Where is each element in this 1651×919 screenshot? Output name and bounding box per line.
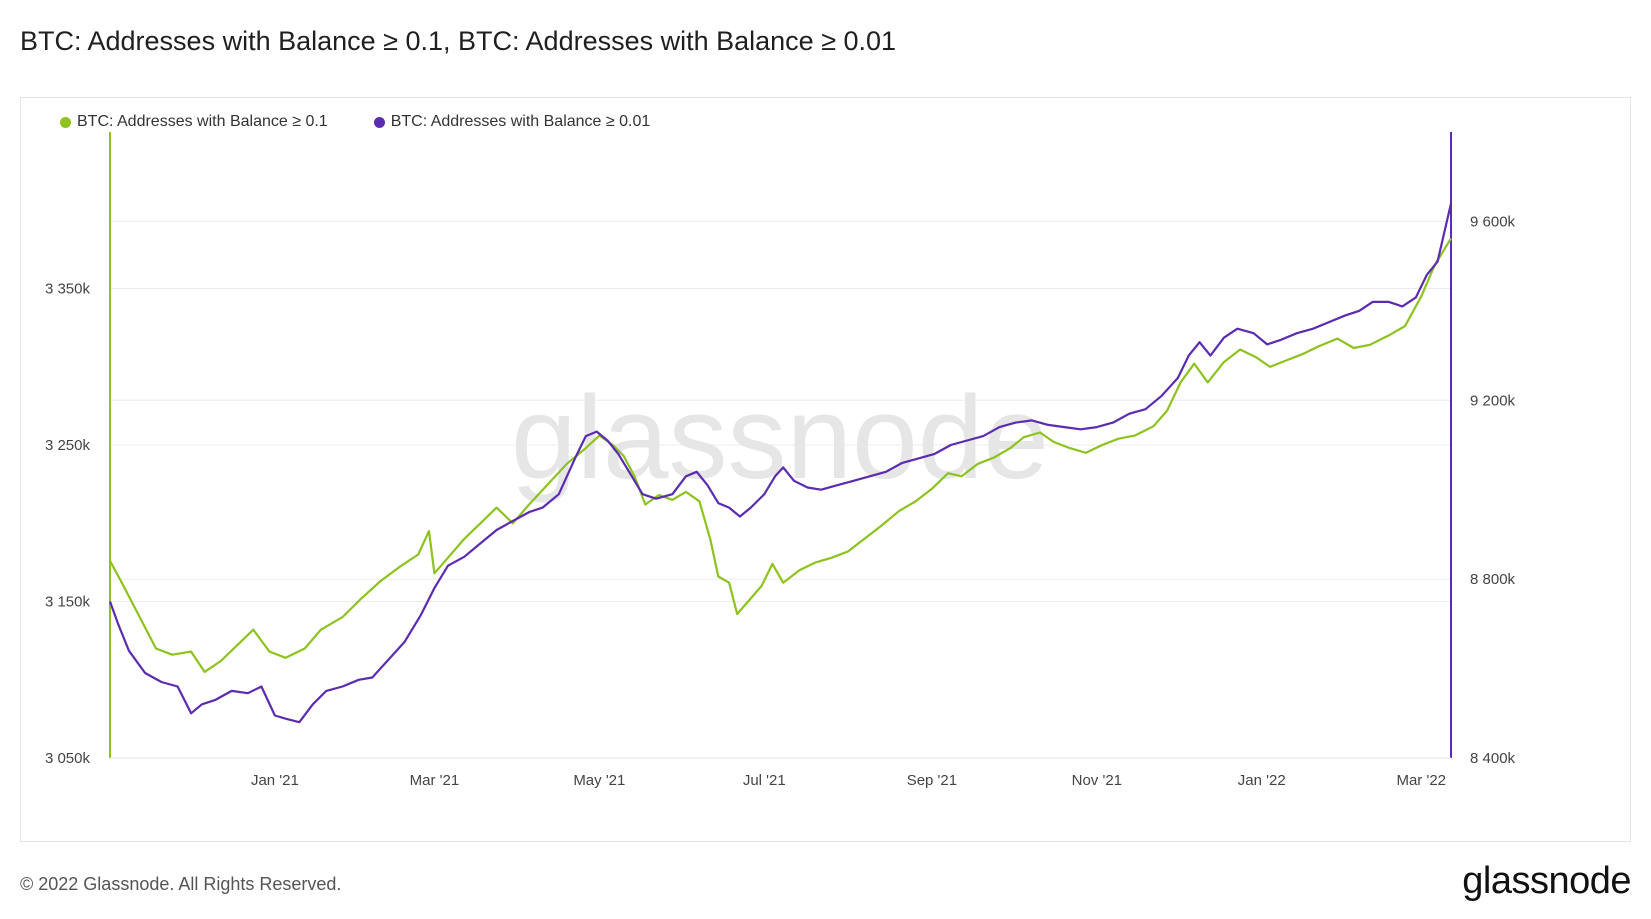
x-tick-label: Jul '21	[743, 772, 786, 789]
x-tick-label: Nov '21	[1072, 772, 1122, 789]
x-tick-label: Sep '21	[907, 772, 957, 789]
x-tick-label: Mar '22	[1396, 772, 1446, 789]
y-right-tick-label: 9 200k	[1470, 392, 1516, 409]
glassnode-logo: glassnode	[1462, 860, 1631, 902]
legend-dot-0	[60, 116, 71, 128]
legend-label-1: BTC: Addresses with Balance ≥ 0.01	[390, 113, 651, 130]
series-line-1	[108, 203, 1453, 724]
chart-panel	[20, 97, 1631, 842]
x-tick-label: May '21	[573, 772, 625, 789]
y-left-tick-label: 3 350k	[45, 281, 91, 298]
x-tick-label: Mar '21	[410, 772, 460, 789]
x-tick-label: Jan '22	[1238, 772, 1286, 789]
legend-item-0[interactable]: BTC: Addresses with Balance ≥ 0.1	[60, 113, 328, 131]
chart-title: BTC: Addresses with Balance ≥ 0.1, BTC: …	[20, 26, 897, 56]
y-right-tick-label: 9 600k	[1470, 213, 1516, 230]
x-tick-label: Jan '21	[251, 772, 299, 789]
y-left-tick-label: 3 250k	[45, 437, 91, 454]
y-right-tick-label: 8 800k	[1470, 571, 1516, 588]
y-left-tick-label: 3 150k	[45, 594, 91, 611]
legend-label-0: BTC: Addresses with Balance ≥ 0.1	[77, 113, 328, 130]
watermark-text: glassnode	[511, 372, 1049, 504]
legend-item-1[interactable]: BTC: Addresses with Balance ≥ 0.01	[373, 113, 651, 131]
legend-dot-1	[373, 116, 385, 128]
copyright-footer: © 2022 Glassnode. All Rights Reserved.	[20, 874, 342, 894]
y-left-tick-label: 3 050k	[45, 750, 91, 767]
y-right-tick-label: 8 400k	[1470, 750, 1516, 767]
series-line-0	[109, 237, 1452, 673]
legend: BTC: Addresses with Balance ≥ 0.1 BTC: A…	[60, 113, 650, 131]
